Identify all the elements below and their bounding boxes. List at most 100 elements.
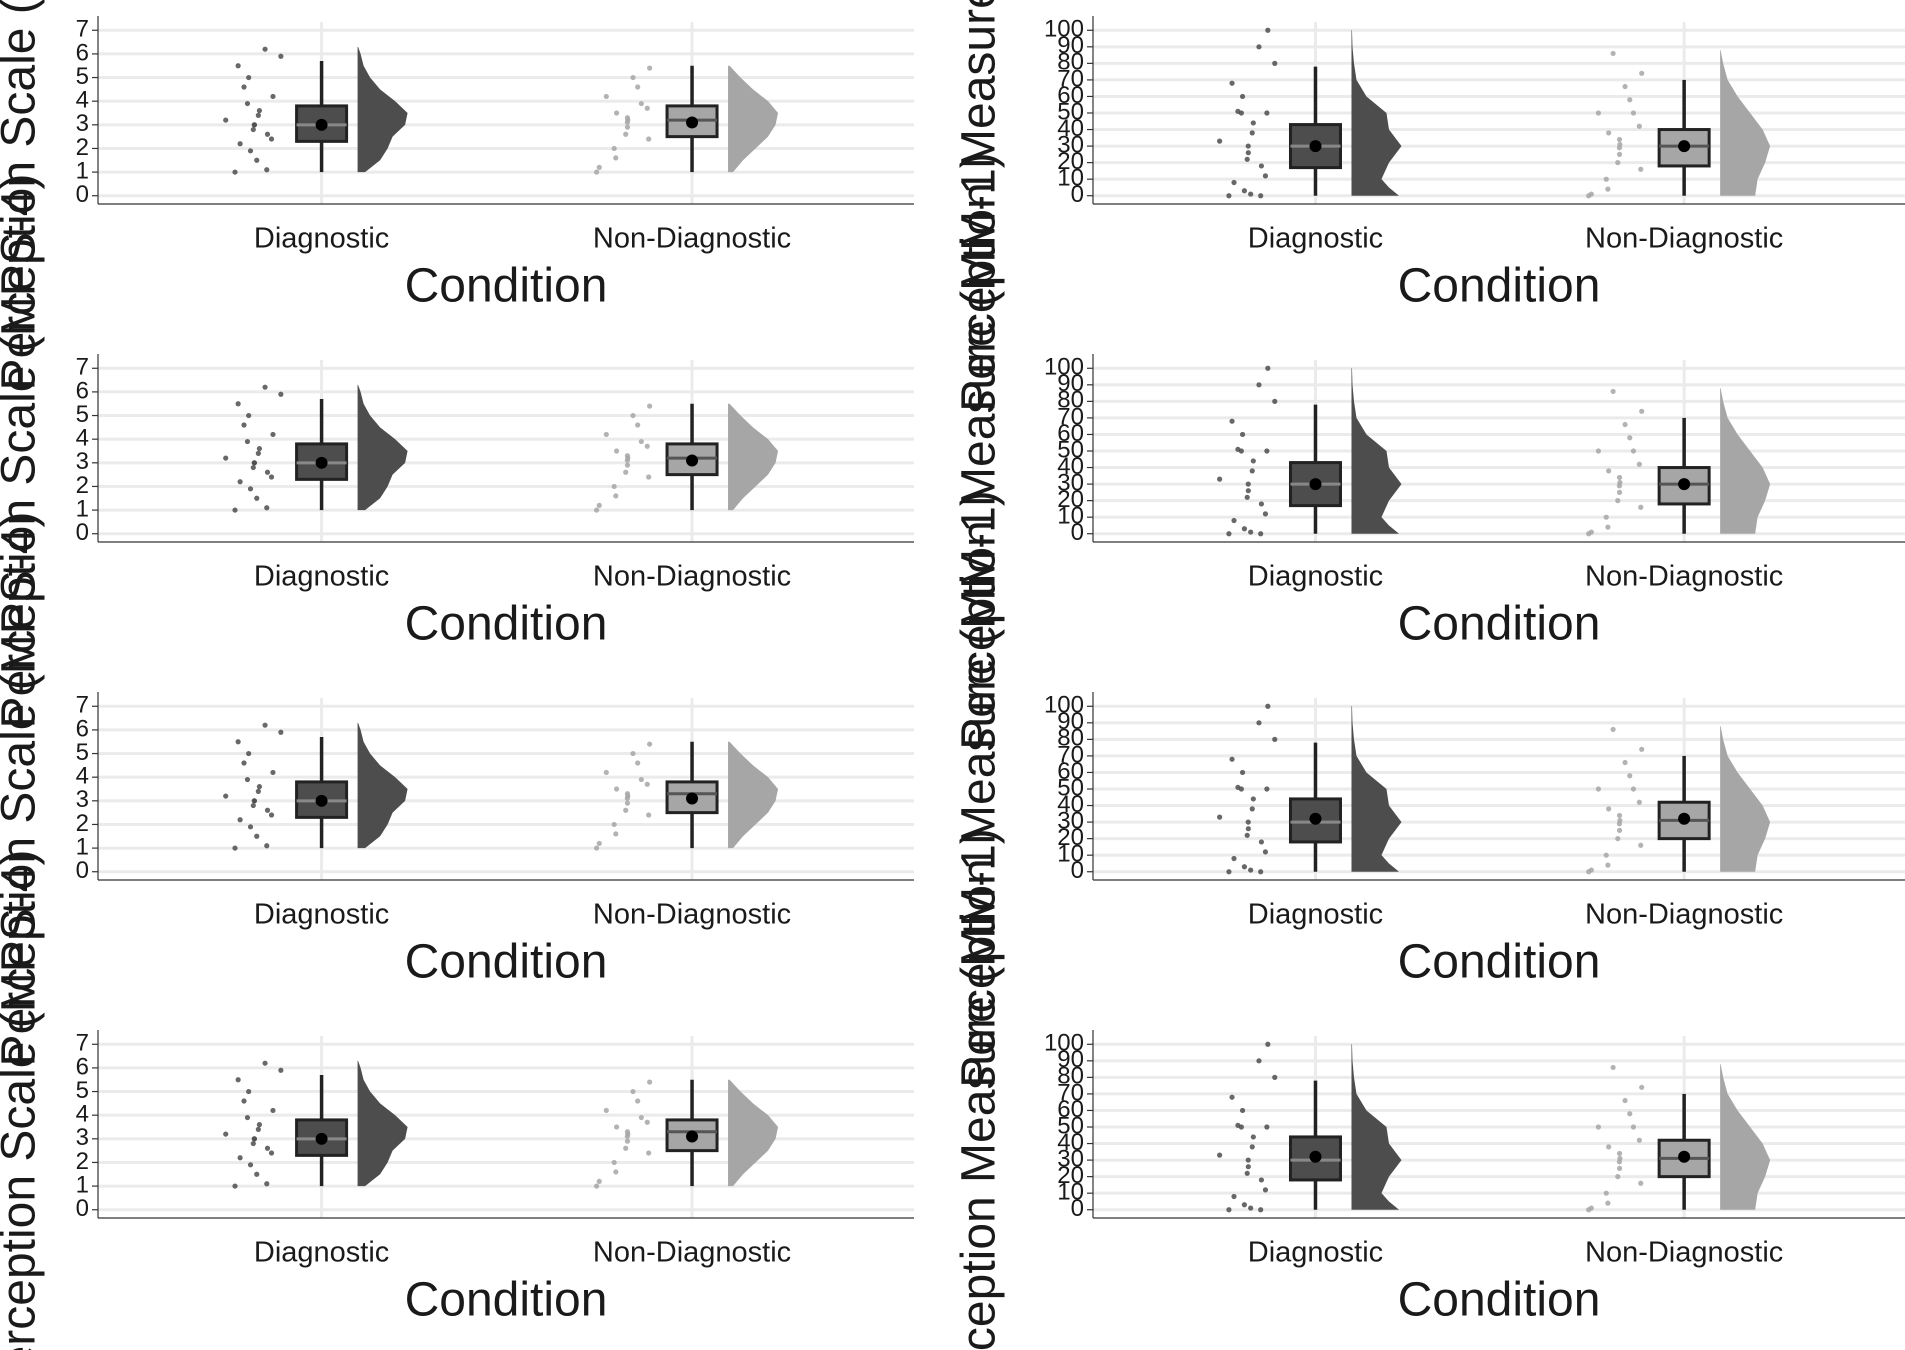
data-point	[1630, 448, 1637, 454]
data-point	[244, 438, 251, 445]
data-point	[1245, 150, 1251, 156]
x-axis-title: Condition	[1398, 936, 1601, 989]
data-point	[1262, 1187, 1269, 1193]
data-point	[603, 1107, 609, 1114]
y-tick-label: 0	[76, 1195, 89, 1222]
data-point	[1241, 526, 1248, 532]
mean-point	[1678, 1150, 1691, 1163]
data-point	[638, 1114, 644, 1121]
data-point	[1250, 458, 1256, 464]
y-tick-label: 80	[1057, 725, 1084, 752]
data-point	[611, 821, 617, 828]
data-point	[635, 422, 641, 428]
data-point	[246, 412, 252, 419]
mean-point	[315, 1132, 328, 1145]
y-tick-label: 10	[1057, 841, 1084, 868]
y-tick-label: 3	[76, 786, 89, 813]
data-point	[1217, 476, 1223, 482]
data-point	[1248, 867, 1254, 873]
data-point	[1258, 501, 1264, 507]
data-point	[1231, 1193, 1237, 1200]
data-point	[1249, 468, 1255, 474]
data-point	[1630, 1124, 1637, 1130]
y-tick-label: 90	[1057, 1046, 1084, 1073]
data-point	[264, 131, 271, 137]
data-point	[1616, 827, 1623, 833]
y-tick-label: 4	[76, 763, 89, 790]
y-tick-label: 1	[76, 157, 89, 184]
data-point	[1265, 1041, 1271, 1047]
data-point	[251, 1136, 257, 1142]
data-point	[647, 741, 653, 747]
data-point	[1639, 70, 1645, 76]
y-tick-label: 30	[1057, 469, 1084, 496]
data-point	[1226, 869, 1232, 875]
mean-point	[1678, 478, 1691, 491]
data-point	[1610, 388, 1616, 395]
data-point	[1636, 1137, 1642, 1143]
data-point	[250, 802, 256, 809]
y-tick-label: 0	[76, 857, 89, 884]
x-tick-label: Diagnostic	[254, 1237, 389, 1269]
data-point	[256, 1122, 263, 1128]
data-point	[623, 807, 629, 813]
y-axis-title: Perception Measure (MM-1)	[953, 490, 1006, 1088]
data-point	[1229, 80, 1235, 86]
y-tick-label: 7	[76, 16, 89, 43]
x-tick-label: Non-Diagnostic	[593, 899, 791, 931]
data-point	[1248, 1205, 1254, 1211]
data-point	[232, 507, 238, 513]
data-point	[1245, 143, 1251, 149]
data-point	[644, 105, 650, 111]
y-tick-label: 5	[76, 1077, 89, 1104]
y-tick-label: 50	[1057, 1112, 1084, 1139]
data-point	[624, 1138, 631, 1144]
mean-point	[686, 454, 699, 467]
data-point	[1622, 1097, 1628, 1104]
data-point	[241, 1098, 247, 1104]
data-point	[1639, 1084, 1645, 1090]
y-tick-label: 1	[76, 1171, 89, 1198]
data-point	[1229, 756, 1235, 762]
x-tick-label: Diagnostic	[254, 223, 389, 255]
data-point	[1258, 869, 1264, 875]
data-point	[646, 812, 652, 818]
mean-point	[1678, 140, 1691, 153]
data-point	[278, 729, 284, 735]
data-point	[235, 739, 241, 745]
density	[357, 46, 408, 173]
data-point	[1239, 93, 1246, 100]
x-axis-title: Condition	[405, 936, 608, 989]
data-point	[278, 53, 284, 59]
y-tick-label: 50	[1057, 774, 1084, 801]
data-point	[1235, 784, 1241, 790]
data-point	[1616, 1150, 1623, 1157]
data-point	[1248, 529, 1254, 535]
data-point	[241, 84, 247, 90]
density	[1720, 50, 1771, 196]
data-point	[270, 431, 276, 438]
data-point	[1245, 481, 1251, 487]
data-point	[264, 1145, 271, 1151]
data-point	[647, 65, 653, 71]
data-point	[256, 446, 263, 452]
data-point	[1245, 819, 1251, 825]
data-point	[1639, 408, 1645, 414]
data-point	[646, 474, 652, 480]
density	[1351, 1044, 1402, 1210]
data-point	[613, 493, 619, 499]
data-point	[244, 100, 251, 107]
y-tick-label: 0	[1071, 181, 1084, 208]
density	[1351, 368, 1402, 534]
data-point	[223, 1131, 229, 1137]
data-point	[1226, 1207, 1232, 1213]
data-point	[1622, 759, 1628, 766]
y-tick-label: 3	[76, 110, 89, 137]
data-point	[1245, 1164, 1251, 1170]
x-tick-label: Non-Diagnostic	[1585, 1237, 1783, 1269]
data-point	[1610, 1064, 1616, 1071]
mean-point	[686, 116, 699, 129]
y-tick-label: 80	[1057, 387, 1084, 414]
